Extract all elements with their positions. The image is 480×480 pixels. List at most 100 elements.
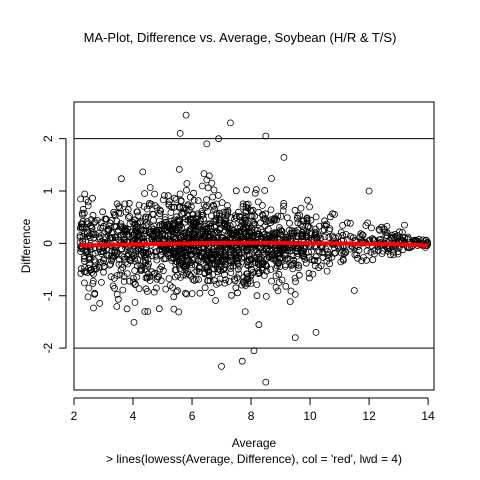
data-point xyxy=(134,208,141,216)
data-point xyxy=(268,175,275,182)
data-point xyxy=(358,257,366,265)
data-point xyxy=(81,190,89,198)
data-point xyxy=(260,215,268,223)
data-point xyxy=(268,255,276,263)
data-point xyxy=(282,282,290,290)
data-point xyxy=(297,232,305,240)
data-point xyxy=(311,256,319,264)
data-point xyxy=(162,255,170,263)
data-point xyxy=(217,263,225,271)
data-point xyxy=(282,255,290,263)
data-point xyxy=(280,199,288,207)
data-point xyxy=(253,281,261,289)
data-point xyxy=(193,267,201,275)
data-point xyxy=(183,180,191,187)
data-point xyxy=(276,230,284,238)
data-point xyxy=(126,277,133,285)
data-point xyxy=(111,248,119,256)
data-point xyxy=(105,226,113,233)
data-point xyxy=(131,255,139,263)
data-point xyxy=(84,202,92,210)
data-point xyxy=(161,213,169,221)
data-point xyxy=(315,222,323,230)
data-point xyxy=(201,284,209,292)
data-point xyxy=(234,265,242,273)
data-point xyxy=(302,259,310,267)
data-point xyxy=(158,248,166,255)
x-tick-label: 8 xyxy=(248,409,255,423)
data-point xyxy=(230,229,237,237)
data-point xyxy=(200,201,208,209)
data-point xyxy=(108,252,115,260)
lowess-line xyxy=(79,240,429,248)
data-point xyxy=(323,267,331,275)
data-point xyxy=(315,264,323,272)
data-point xyxy=(387,251,394,259)
data-point xyxy=(150,288,158,296)
data-point xyxy=(326,260,334,268)
data-point xyxy=(251,259,259,267)
data-point xyxy=(275,270,283,278)
data-point xyxy=(203,225,211,233)
data-point xyxy=(207,212,215,220)
data-point xyxy=(94,216,101,224)
data-point xyxy=(223,202,231,209)
data-point xyxy=(173,213,180,221)
data-point xyxy=(90,234,98,242)
data-point xyxy=(203,140,211,148)
data-point xyxy=(302,232,310,240)
data-point xyxy=(86,261,94,269)
data-point xyxy=(218,362,225,370)
data-point xyxy=(224,208,232,216)
x-tick-label: 2 xyxy=(71,409,78,423)
data-point xyxy=(105,232,112,240)
data-point xyxy=(291,334,299,342)
data-point xyxy=(176,129,184,137)
data-point xyxy=(186,234,194,242)
data-point xyxy=(214,257,222,265)
data-point xyxy=(140,203,148,210)
data-point xyxy=(139,258,147,266)
data-point xyxy=(371,250,378,258)
data-point xyxy=(141,308,149,315)
data-point xyxy=(339,256,347,264)
data-point xyxy=(124,214,132,222)
data-point xyxy=(183,229,191,237)
data-point xyxy=(138,251,145,259)
data-point xyxy=(289,261,297,269)
data-point xyxy=(84,293,92,301)
data-point xyxy=(107,260,114,268)
data-point xyxy=(283,214,291,222)
data-point xyxy=(185,271,193,279)
data-point xyxy=(238,254,246,262)
data-point xyxy=(305,248,312,256)
data-point xyxy=(308,247,315,255)
data-point xyxy=(248,266,256,274)
data-point xyxy=(148,223,155,231)
data-point xyxy=(167,209,175,216)
data-point xyxy=(251,254,259,262)
data-point xyxy=(290,259,298,267)
data-point xyxy=(151,248,159,256)
data-point xyxy=(356,233,364,241)
data-point xyxy=(179,204,187,212)
data-point xyxy=(119,286,127,294)
data-point xyxy=(175,261,183,269)
data-point xyxy=(196,230,204,238)
data-point xyxy=(222,276,230,284)
data-point xyxy=(244,262,252,270)
data-point xyxy=(343,219,351,227)
data-point xyxy=(221,263,229,271)
data-point xyxy=(131,281,139,289)
data-point xyxy=(175,250,183,257)
data-point xyxy=(180,263,188,271)
data-point xyxy=(186,193,194,201)
data-point xyxy=(148,252,156,260)
data-point xyxy=(121,200,129,208)
data-point xyxy=(279,244,287,252)
data-point xyxy=(339,231,347,239)
data-point xyxy=(177,251,185,259)
x-tick-label: 6 xyxy=(189,409,196,423)
reference-lines xyxy=(74,138,434,349)
data-point xyxy=(176,249,184,256)
